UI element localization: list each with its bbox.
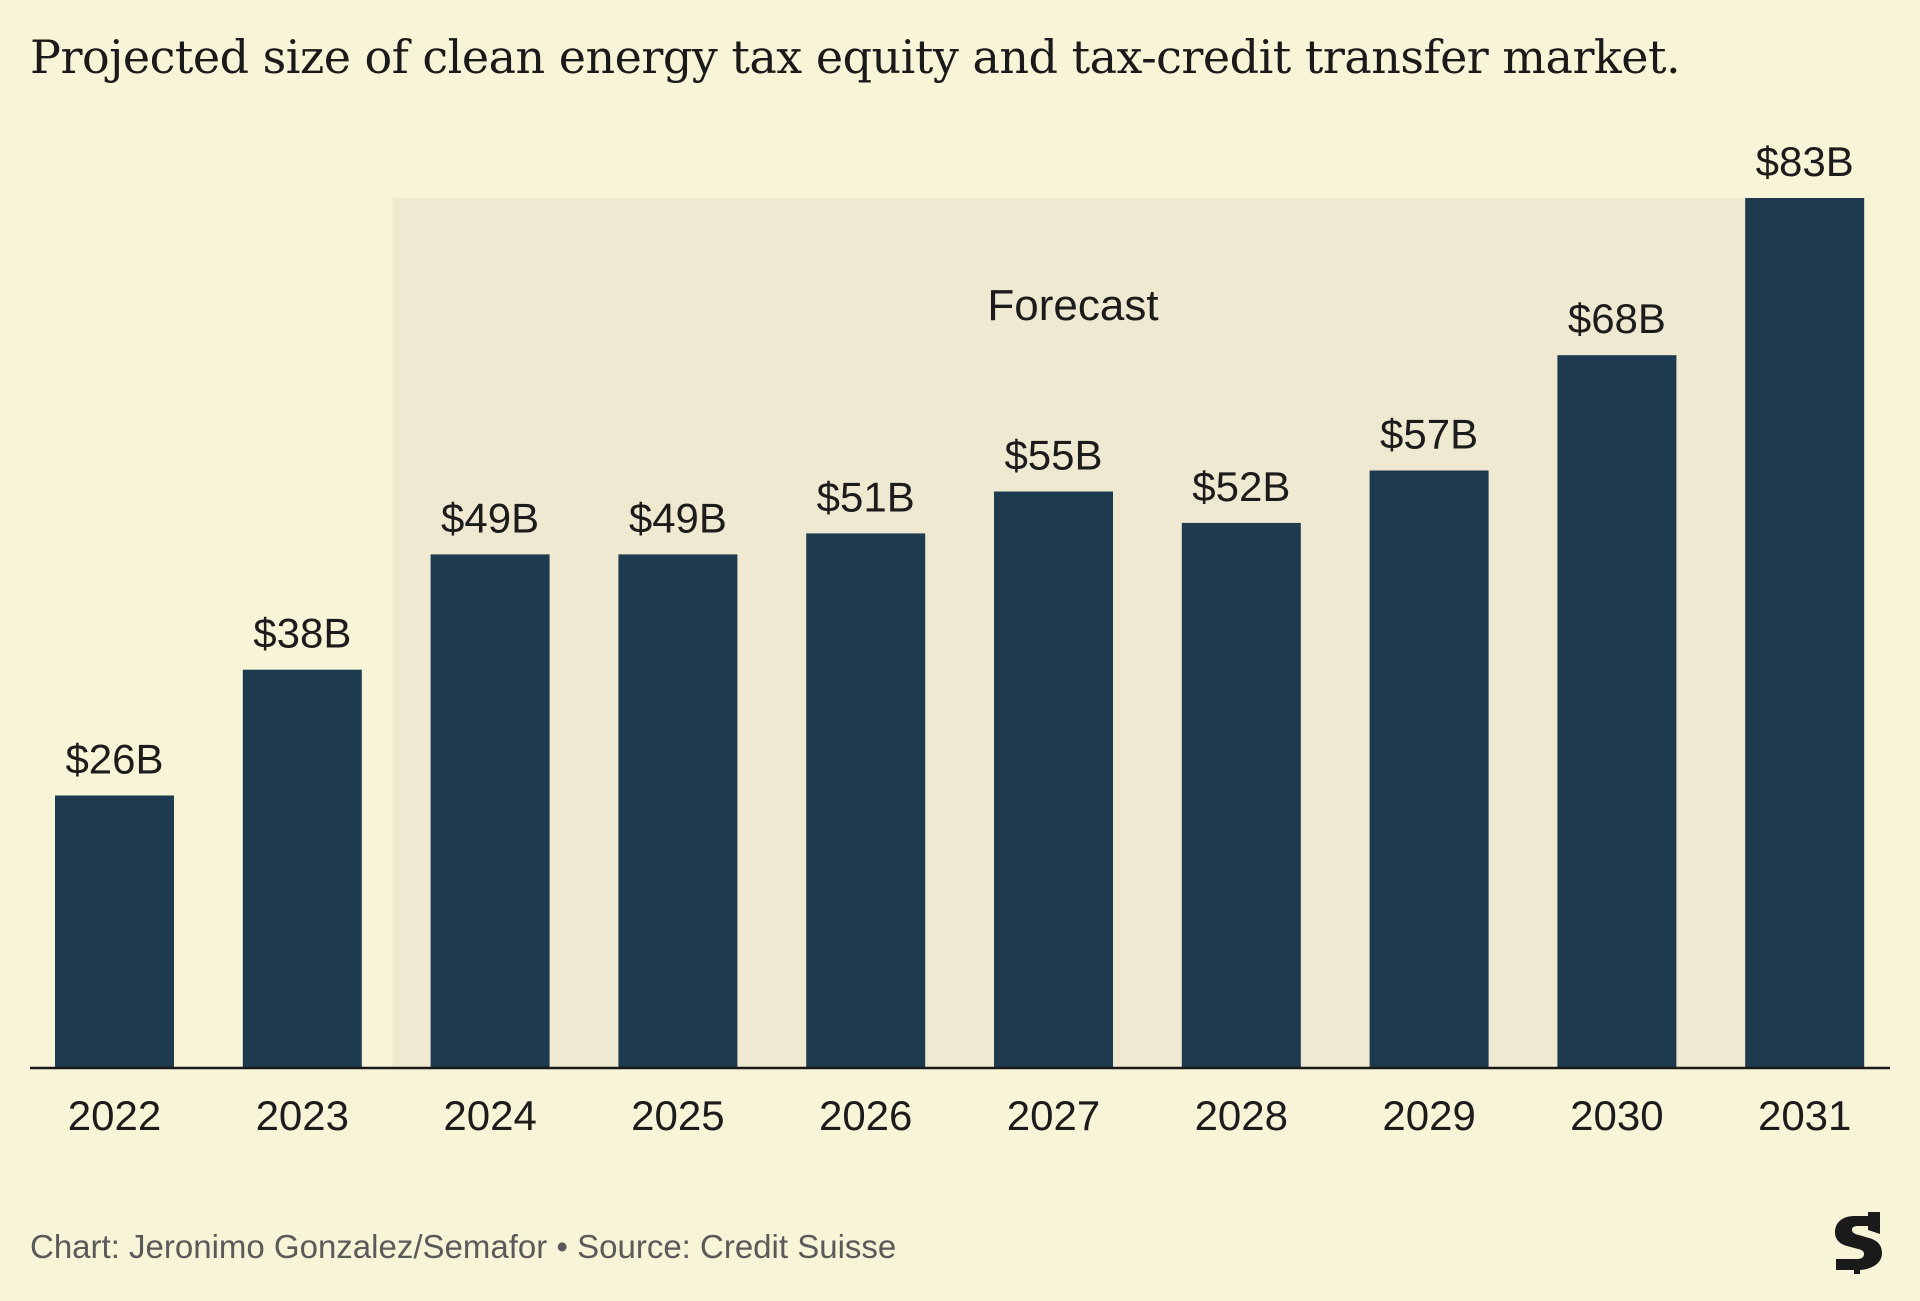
bar-value-label-2030: $68B	[1568, 295, 1666, 342]
bar-value-label-2022: $26B	[65, 736, 163, 783]
bar-2030	[1557, 355, 1677, 1068]
bar-2027	[994, 491, 1113, 1068]
bar-2029	[1369, 470, 1489, 1068]
bar-2025	[618, 554, 738, 1068]
x-tick-label-2028: 2028	[1195, 1092, 1288, 1139]
x-tick-label-2024: 2024	[443, 1092, 536, 1139]
bars-group	[55, 198, 1865, 1068]
bar-value-label-2031: $83B	[1756, 138, 1854, 185]
bar-value-label-2024: $49B	[441, 494, 539, 541]
x-tick-label-2031: 2031	[1758, 1092, 1851, 1139]
bar-value-label-2028: $52B	[1192, 463, 1290, 510]
bar-2026	[806, 533, 926, 1068]
x-tick-label-2025: 2025	[631, 1092, 724, 1139]
x-tick-label-2026: 2026	[819, 1092, 912, 1139]
value-labels-group: $26B $38B $49B $49B $51B $55B $52B $57B $68B $83B	[65, 138, 1853, 783]
semafor-logo-icon	[1835, 1212, 1882, 1274]
bar-2023	[242, 669, 362, 1068]
bar-value-label-2025: $49B	[629, 494, 727, 541]
x-tick-label-2029: 2029	[1382, 1092, 1475, 1139]
bar-2031	[1745, 198, 1865, 1068]
bar-value-label-2026: $51B	[817, 473, 915, 520]
x-tick-label-2023: 2023	[256, 1092, 349, 1139]
forecast-label: Forecast	[987, 281, 1158, 330]
x-tick-labels: 2022 2023 2024 2025 2026 2027 2028 2029 2030 2031	[68, 1092, 1852, 1139]
chart-title: Projected size of clean energy tax equit…	[30, 30, 1681, 84]
bar-value-label-2023: $38B	[253, 610, 351, 657]
bar-2028	[1181, 522, 1301, 1068]
x-tick-label-2027: 2027	[1007, 1092, 1100, 1139]
x-tick-label-2030: 2030	[1570, 1092, 1663, 1139]
bar-value-label-2029: $57B	[1380, 411, 1478, 458]
bar-value-label-2027: $55B	[1004, 432, 1102, 479]
x-tick-label-2022: 2022	[68, 1092, 161, 1139]
bar-2024	[430, 554, 550, 1068]
chart-credit: Chart: Jeronimo Gonzalez/Semafor • Sourc…	[30, 1228, 897, 1265]
bar-2022	[55, 795, 174, 1068]
